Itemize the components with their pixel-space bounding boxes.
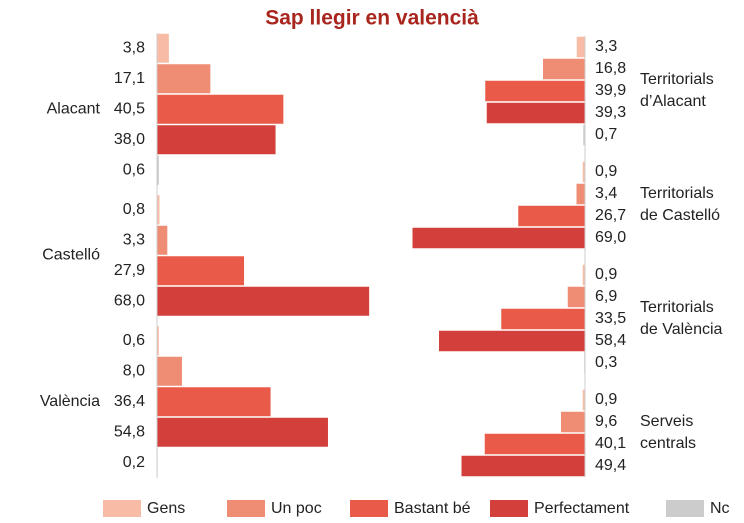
bar	[157, 155, 159, 185]
bar	[582, 389, 585, 411]
value-label: 33,5	[595, 310, 626, 327]
category-line: Territorials	[640, 185, 714, 202]
value-label: 3,8	[123, 39, 145, 56]
bar	[157, 33, 169, 63]
legend-swatch	[227, 500, 265, 517]
legend-label: Un poc	[271, 500, 322, 517]
value-label: 39,9	[595, 82, 626, 99]
bar	[157, 286, 370, 316]
value-label: 16,8	[595, 60, 626, 77]
value-label: 38,0	[114, 131, 145, 148]
value-label: 8,0	[123, 362, 145, 379]
value-label: 54,8	[114, 423, 145, 440]
category-line: Territorials	[640, 299, 714, 316]
bar	[157, 195, 160, 225]
bar	[583, 124, 585, 146]
value-label: 0,7	[595, 126, 617, 143]
bar	[518, 205, 585, 227]
category-line: Territorials	[640, 71, 714, 88]
bar	[486, 102, 585, 124]
value-label: 68,0	[114, 292, 145, 309]
legend-label: Gens	[147, 500, 185, 517]
category-label: València	[40, 393, 100, 410]
category-label: Alacant	[47, 100, 101, 117]
bar	[157, 326, 159, 356]
bar	[461, 455, 585, 477]
bar	[157, 94, 284, 124]
category-label: Serveis centrals	[640, 413, 696, 452]
value-label: 0,9	[595, 266, 617, 283]
value-label: 36,4	[114, 393, 145, 410]
bar	[484, 433, 585, 455]
value-label: 0,8	[123, 201, 145, 218]
value-label: 58,4	[595, 332, 626, 349]
bar	[561, 411, 585, 433]
value-label: 3,3	[595, 38, 617, 55]
bar	[582, 264, 585, 286]
category-line: d’Alacant	[640, 93, 706, 110]
bar	[157, 64, 211, 94]
bar	[582, 161, 585, 183]
value-label: 3,3	[123, 231, 145, 248]
bar	[485, 80, 585, 102]
value-label: 39,3	[595, 104, 626, 121]
value-label: 0,6	[123, 332, 145, 349]
bar	[576, 183, 585, 205]
legend-swatch	[666, 500, 704, 517]
bar	[157, 356, 182, 386]
value-label: 0,9	[595, 163, 617, 180]
chart-title: Sap llegir en valencià	[265, 7, 479, 30]
value-label: 69,0	[595, 229, 626, 246]
bar	[157, 225, 168, 255]
value-label: 9,6	[595, 413, 617, 430]
value-label: 0,9	[595, 391, 617, 408]
legend-swatch	[103, 500, 141, 517]
bar	[412, 227, 585, 249]
category-label: Territorials de València	[640, 299, 723, 338]
category-label: Territorials de Castelló	[640, 185, 720, 224]
legend-label: Perfectament	[534, 500, 630, 517]
value-label: 0,6	[123, 161, 145, 178]
value-label: 49,4	[595, 457, 626, 474]
value-label: 17,1	[114, 70, 145, 87]
legend-swatch	[350, 500, 388, 517]
category-label: Territorials d’Alacant	[640, 71, 714, 110]
bar	[543, 58, 585, 80]
value-label: 3,4	[595, 185, 617, 202]
value-label: 26,7	[595, 207, 626, 224]
value-label: 40,1	[595, 435, 626, 452]
value-label: 0,2	[123, 454, 145, 471]
value-label: 6,9	[595, 288, 617, 305]
bar	[157, 256, 245, 286]
legend-swatch	[490, 500, 528, 517]
category-line: Serveis	[640, 413, 693, 430]
bar	[157, 417, 328, 447]
value-label: 27,9	[114, 262, 145, 279]
legend-label: Nc	[710, 500, 730, 517]
category-line: centrals	[640, 435, 696, 452]
bar	[501, 308, 585, 330]
bar	[576, 36, 585, 58]
value-label: 40,5	[114, 100, 145, 117]
category-line: de Castelló	[640, 207, 720, 224]
bar	[157, 387, 271, 417]
bar	[439, 330, 585, 352]
category-label: Castelló	[42, 247, 100, 264]
legend-label: Bastant bé	[394, 500, 471, 517]
bar	[567, 286, 585, 308]
category-line: de València	[640, 321, 723, 338]
bar	[157, 125, 276, 155]
value-label: 0,3	[595, 354, 617, 371]
